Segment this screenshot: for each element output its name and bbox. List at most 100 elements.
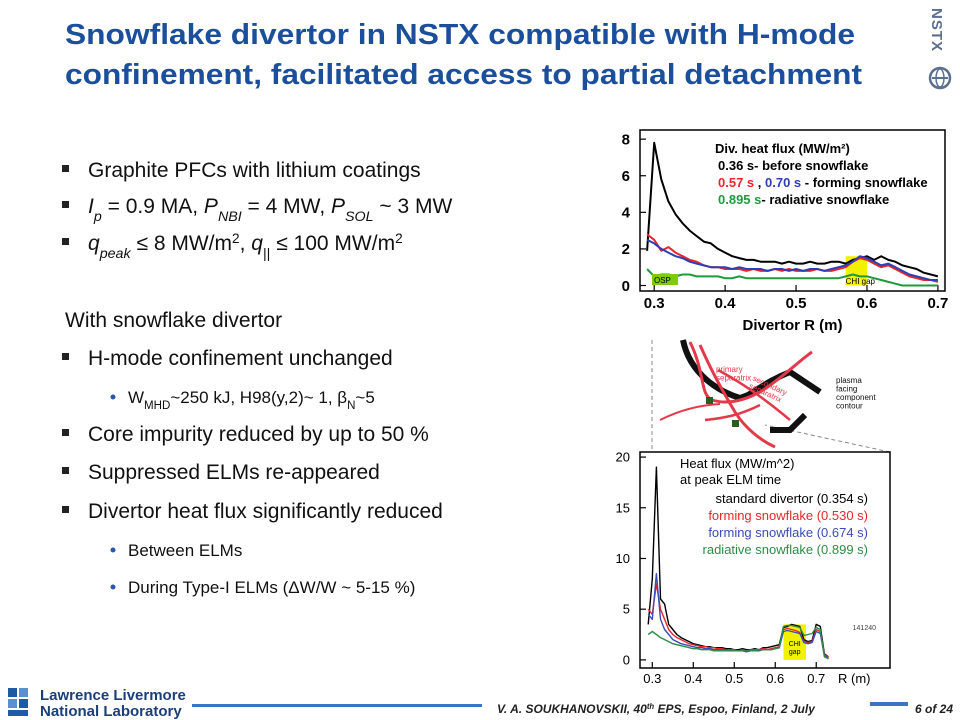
x-tick-label: 0.5 (725, 671, 743, 686)
separatrix-diagram (651, 339, 891, 453)
logo-ring (935, 68, 945, 88)
text-run: Between ELMs (128, 541, 242, 560)
legend-entry: forming snowflake (0.530 s) (708, 508, 868, 523)
plot-frame (639, 451, 891, 669)
legend-title: Div. heat flux (MW/m²) (715, 141, 850, 156)
text-run: β (337, 388, 347, 407)
y-tick-label: 0 (622, 278, 630, 295)
pfc-contour (770, 412, 808, 433)
bullet-text: Divertor heat flux significantly reduced (88, 500, 443, 523)
text-run: || (263, 246, 270, 262)
diagram-label: facing (836, 385, 857, 394)
bullet-text: Graphite PFCs with lithium coatings (88, 159, 421, 182)
diagram-label: primary (716, 365, 743, 374)
y-tick-label: 4 (622, 205, 631, 222)
legend-note: - forming snowflake (801, 175, 927, 190)
x-point (732, 420, 739, 427)
band-label: CHI (789, 641, 801, 648)
legend-row: 0.36 s- before snowflake (718, 158, 868, 173)
bullet-text: Between ELMs (128, 541, 242, 560)
text-run: NBI (218, 209, 242, 225)
institution-line: National Laboratory (40, 703, 182, 720)
text-run: ≤ 100 MW/m (270, 232, 395, 255)
separatrix-line (659, 403, 721, 421)
x-tick-label: 0.3 (644, 295, 665, 312)
logo-ring (928, 66, 952, 90)
legend-note: - radiative snowflake (761, 192, 889, 207)
diagram-label: contour (836, 402, 863, 411)
text-run: ~5 (355, 388, 374, 407)
text-run: P (204, 195, 218, 218)
legend-row: 0.895 s- radiative snowflake (718, 192, 889, 207)
text-run: N (347, 400, 355, 412)
bullet-marker (62, 238, 69, 245)
bullet-marker (62, 429, 69, 436)
x-tick-label: 0.7 (807, 671, 825, 686)
diagram-label: component (836, 393, 876, 402)
legend-entry: standard divertor (0.354 s) (716, 491, 868, 506)
series-line (646, 268, 938, 287)
text-run: p (93, 209, 102, 225)
logo-square (19, 688, 28, 697)
nstx-logo: NSTX (928, 8, 952, 90)
legend-entry: radiative snowflake (0.899 s) (703, 542, 868, 557)
series-line (647, 624, 829, 660)
footer: Lawrence Livermore National Laboratory V… (8, 687, 953, 720)
y-tick-label: 5 (623, 602, 630, 617)
text-run: V. A. SOUKHANOVSKII, 40 (497, 702, 647, 716)
legend-name: 0.57 s (718, 175, 754, 190)
y-tick-label: 15 (616, 500, 630, 515)
citation: V. A. SOUKHANOVSKII, 40th EPS, Espoo, Fi… (497, 702, 816, 717)
bullet-marker (62, 201, 69, 208)
legend-name: 0.70 s (765, 175, 801, 190)
section-heading: With snowflake divertor (65, 309, 282, 332)
bullet-text: During Type-I ELMs (ΔW/W ~ 5-15 %) (128, 578, 415, 597)
separatrix-line (698, 344, 776, 449)
legend-title: at peak ELM time (680, 472, 781, 487)
bullet-marker (110, 584, 116, 590)
bullet-text: qpeak ≤ 8 MW/m2, q|| ≤ 100 MW/m2 (88, 231, 403, 263)
legend-title: Heat flux (MW/m^2) (680, 456, 794, 471)
slide-title-line: confinement, facilitated access to parti… (65, 59, 862, 91)
legend-name: 0.36 s (718, 158, 754, 173)
institution-line: Lawrence Livermore (40, 687, 186, 704)
logo-square (8, 688, 17, 697)
text-run: During Type-I ELMs (ΔW/W ~ 5-15 %) (128, 578, 415, 597)
bullet-marker (62, 165, 69, 172)
pfc-contour (680, 339, 822, 402)
text-run: peak (99, 246, 132, 262)
bullet-text: Suppressed ELMs re-appeared (88, 461, 380, 484)
text-run: = 4 MW, (242, 195, 331, 218)
annotation: 141240 (853, 625, 876, 632)
y-tick-label: 2 (622, 241, 630, 258)
text-run: th (647, 702, 655, 711)
text-run: q (88, 232, 100, 255)
footer-rule (870, 702, 908, 706)
diagram-label: plasma (836, 376, 862, 385)
bullet-text: Core impurity reduced by up to 50 % (88, 423, 429, 446)
text-run: Suppressed ELMs re-appeared (88, 461, 380, 484)
band-label: gap (789, 649, 801, 656)
text-run: MHD (144, 400, 170, 412)
x-tick-label: 0.7 (927, 295, 948, 312)
bullet-marker (62, 467, 69, 474)
logo-square (19, 699, 28, 708)
text-run: = 0.9 MA, (102, 195, 204, 218)
page-number: 6 of 24 (915, 702, 953, 716)
bullet-text: H-mode confinement unchanged (88, 347, 393, 370)
text-run: Divertor heat flux significantly reduced (88, 500, 443, 523)
text-run: ~ 3 MW (374, 195, 453, 218)
legend-note: - before snowflake (754, 158, 868, 173)
text-run: ~250 kJ, H98(y,2)~ 1, (170, 388, 337, 407)
text-run: , (240, 232, 252, 255)
slide-title-line: Snowflake divertor in NSTX compatible wi… (65, 19, 855, 51)
text-run: With snowflake divertor (65, 309, 282, 332)
bullet-text: WMHD~250 kJ, H98(y,2)~ 1, βN~5 (128, 388, 375, 412)
bullet-marker (62, 506, 69, 513)
separatrix-line (704, 368, 791, 422)
text-run: 2 (395, 231, 403, 246)
legend-note: , (754, 175, 765, 190)
text-run: EPS, Espoo, Finland, 2 July (654, 702, 816, 716)
